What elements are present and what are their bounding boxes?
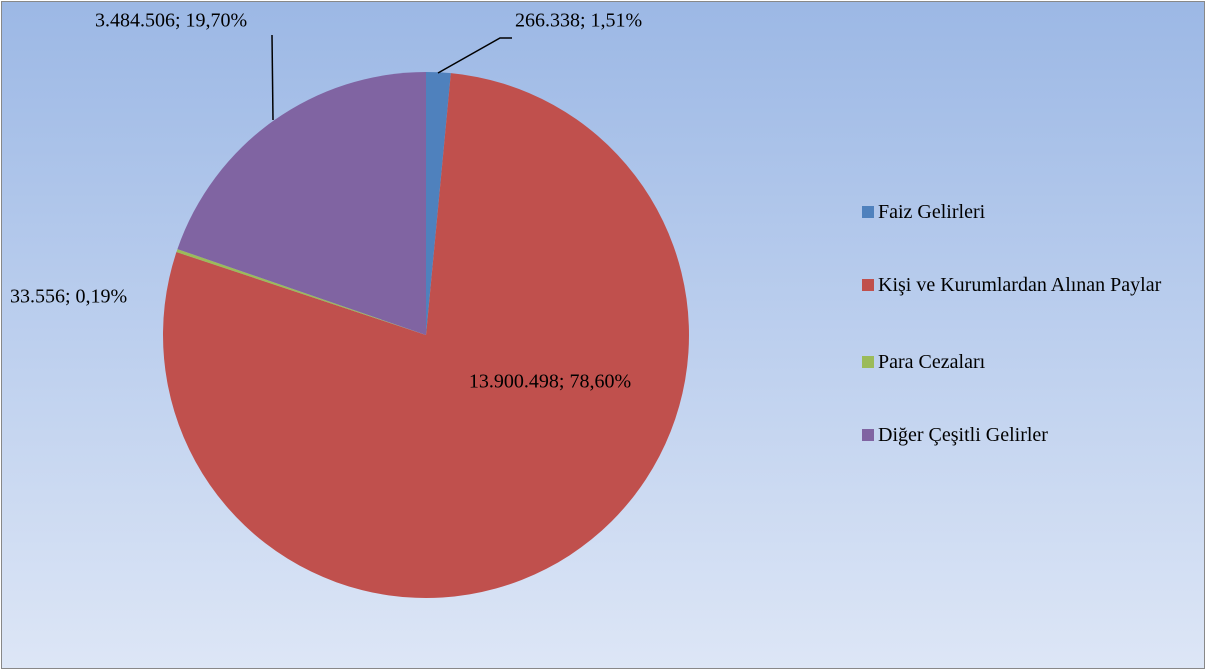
pie-slice [177, 72, 426, 335]
legend-label: Para Cezaları [878, 351, 986, 373]
pie-slice [176, 249, 426, 335]
leader-line [271, 34, 274, 121]
data-label: 13.900.498; 78,60% [469, 371, 631, 393]
data-label: 3.484.506; 19,70% [95, 10, 247, 32]
legend-label: Kişi ve Kurumlardan Alınan Paylar [878, 274, 1162, 296]
data-label: 33.556; 0,19% [10, 286, 127, 308]
legend-item: Para Cezaları [862, 348, 1192, 376]
pie-slice [163, 73, 689, 599]
legend-swatch [862, 206, 874, 218]
legend-item: Diğer Çeşitli Gelirler [862, 421, 1192, 449]
legend-swatch [862, 279, 874, 291]
data-label: 266.338; 1,51% [515, 10, 642, 32]
legend-swatch [862, 356, 874, 368]
legend-label: Diğer Çeşitli Gelirler [878, 424, 1048, 446]
legend-label: Faiz Gelirleri [878, 201, 986, 223]
legend-item: Faiz Gelirleri [862, 198, 1192, 226]
pie-slice [426, 72, 451, 335]
legend-item: Kişi ve Kurumlardan Alınan Paylar [862, 271, 1192, 299]
leader-line [437, 37, 512, 74]
legend-swatch [862, 429, 874, 441]
